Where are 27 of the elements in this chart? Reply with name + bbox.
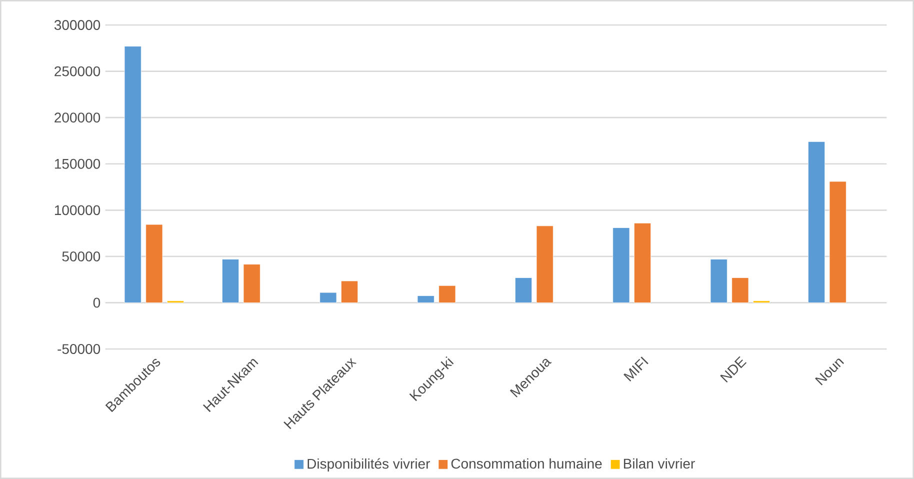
bar <box>243 264 260 303</box>
y-tick-label: 100000 <box>54 205 100 216</box>
y-tick-label: 150000 <box>54 158 100 169</box>
bar <box>612 228 630 303</box>
bar <box>634 222 652 303</box>
bar <box>124 46 142 303</box>
bar <box>829 181 846 303</box>
y-tick-label: 200000 <box>54 112 100 123</box>
bar <box>808 141 826 303</box>
bar <box>340 280 358 303</box>
bar <box>710 259 728 303</box>
bar <box>514 278 532 303</box>
bar <box>222 259 240 303</box>
bar <box>320 292 337 303</box>
bar <box>536 226 554 303</box>
y-tick-label: 300000 <box>54 20 100 30</box>
y-tick-label: -50000 <box>58 344 100 354</box>
y-tick-label: 0 <box>93 298 100 308</box>
legend-label: Bilan vivrier <box>624 458 695 469</box>
bar <box>146 224 163 303</box>
bar <box>417 296 434 303</box>
bar <box>438 285 456 303</box>
legend-label: Consommation humaine <box>451 458 602 469</box>
y-tick-label: 250000 <box>54 66 100 76</box>
y-tick-label: 50000 <box>62 251 100 262</box>
legend-label: Disponibilités vivrier <box>308 458 430 472</box>
bar <box>732 278 749 303</box>
